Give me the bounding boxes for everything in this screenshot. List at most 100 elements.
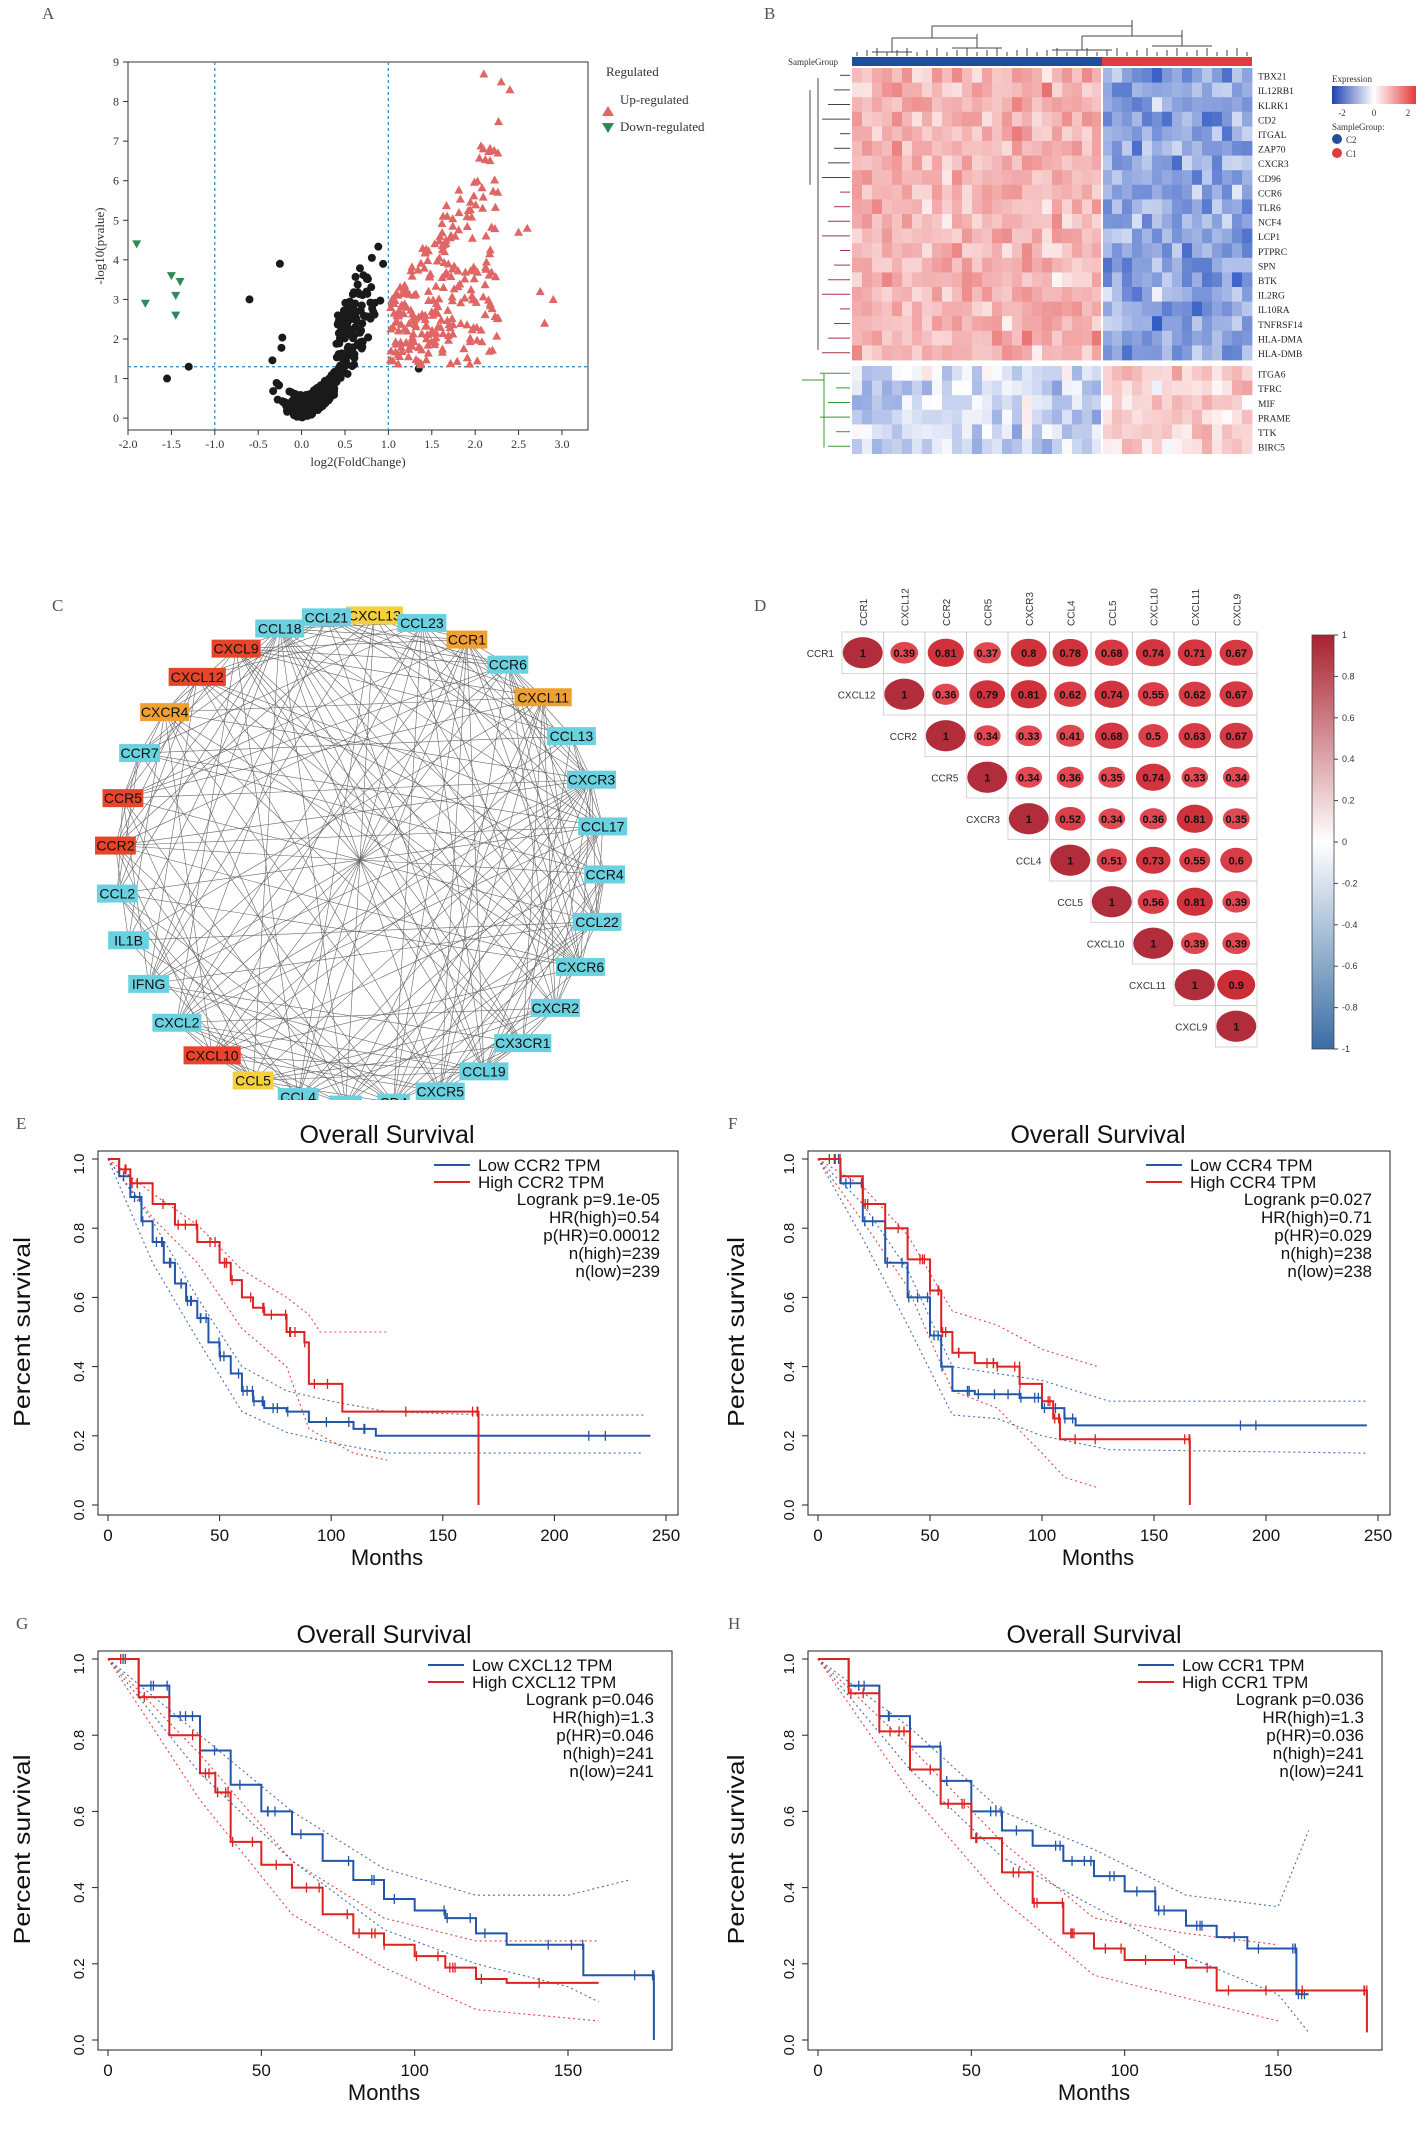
heatmap-cell (1122, 82, 1133, 98)
heatmap-cell (852, 126, 863, 142)
corr-ellipse (1010, 680, 1047, 709)
corr-ellipse (1135, 763, 1171, 791)
heatmap-cell (1102, 287, 1113, 302)
heatmap-cell (872, 141, 883, 156)
heatmap-cell (982, 345, 993, 361)
heatmap-cell (1142, 424, 1153, 440)
heatmap-cell (902, 380, 913, 396)
neutral-point (340, 306, 349, 315)
heatmap-cell (872, 366, 883, 381)
heatmap-cell (1202, 395, 1213, 411)
row-label: CD96 (1258, 175, 1281, 185)
stat-label: n(high)=239 (569, 1244, 660, 1263)
column-label: CXCL10 (1149, 588, 1160, 626)
heatmap-cell (962, 424, 973, 440)
heatmap-cell (852, 424, 863, 440)
heatmap-cell (912, 184, 923, 200)
heatmap-cell (1132, 380, 1143, 396)
heatmap-cell (932, 68, 943, 83)
heatmap-cell (1042, 301, 1053, 317)
neutral-point (334, 316, 343, 325)
heatmap-cell (1102, 424, 1113, 440)
heatmap-cell (1032, 126, 1043, 142)
network-edge (279, 628, 346, 1100)
heatmap-cell (912, 82, 923, 98)
heatmap-cell (952, 184, 963, 200)
heatmap-cell (942, 272, 953, 288)
heatmap-cell (962, 141, 973, 156)
heatmap-cell (892, 243, 903, 259)
heatmap-cell (1212, 68, 1223, 83)
up-regulated-point (493, 187, 503, 196)
expression-heatmap: SampleGroupTBX21IL12RB1KLRK1CD2ITGALZAP7… (788, 20, 1416, 454)
y-tick-label: 0.4 (71, 1882, 88, 1903)
heatmap-cell (1122, 155, 1133, 171)
network-edge (297, 639, 468, 1098)
up-regulated-point (478, 292, 488, 301)
heatmap-cell (1142, 184, 1153, 200)
up-regulated-point (469, 191, 479, 200)
network-edge (279, 628, 524, 1044)
heatmap-cell (1232, 243, 1243, 259)
heatmap-cell (922, 409, 933, 425)
y-tick-label: 1.0 (781, 1154, 798, 1175)
heatmap-cell (1182, 141, 1193, 156)
network-node: CX3CR1 (494, 1034, 552, 1053)
heatmap-cell (992, 257, 1003, 273)
heatmap-cell (1102, 170, 1113, 186)
heatmap-cell (1092, 380, 1103, 396)
heatmap-cell (872, 257, 883, 273)
up-regulated-point (399, 282, 409, 291)
network-node-box (584, 865, 625, 884)
confidence-band (107, 1158, 388, 1461)
heatmap-cell (952, 155, 963, 171)
heatmap-cell (932, 243, 943, 259)
neutral-point (358, 342, 367, 351)
heatmap-cell (1212, 214, 1223, 229)
heatmap-cell (1242, 272, 1253, 288)
heatmap-cell (982, 155, 993, 171)
heatmap-cell (1232, 409, 1243, 425)
network-node-label: CXCL11 (517, 689, 569, 705)
up-regulated-point (444, 335, 454, 344)
up-regulated-point (439, 257, 449, 267)
corr-ellipse (1137, 682, 1169, 707)
heatmap-cell (912, 424, 923, 440)
neutral-point (350, 360, 359, 369)
heatmap-cell (1012, 272, 1023, 288)
heatmap-cell (1202, 409, 1213, 425)
network-node-label: CXCR4 (141, 704, 189, 720)
heatmap-cell (962, 111, 973, 127)
heatmap-cell (902, 272, 913, 288)
up-regulated-point (485, 156, 495, 165)
heatmap-cell (1042, 68, 1053, 83)
heatmap-cell (1202, 111, 1213, 127)
x-tick-label: 150 (429, 1526, 457, 1545)
heatmap-cell (1202, 126, 1213, 142)
heatmap-cell (1022, 111, 1033, 127)
heatmap-cell (1162, 184, 1173, 200)
up-regulated-point (462, 212, 472, 221)
heatmap-cell (1112, 257, 1123, 273)
heatmap-cell (992, 380, 1003, 396)
neutral-point (358, 319, 367, 328)
stat-label: p(HR)=0.00012 (543, 1226, 660, 1245)
heatmap-cell (1232, 257, 1243, 273)
heatmap-cell (1042, 345, 1053, 361)
heatmap-cell (902, 395, 913, 411)
row-label: CXCR3 (1258, 160, 1289, 170)
group-bar-c1 (1102, 57, 1252, 66)
network-node-label: CCR1 (448, 632, 486, 648)
up-regulated-point (404, 344, 414, 353)
heatmap-cell (1072, 424, 1083, 440)
heatmap-cell (922, 395, 933, 411)
heatmap-cell (862, 424, 873, 440)
corr-value: 0.35 (1101, 772, 1122, 784)
heatmap-cell (1232, 228, 1243, 244)
heatmap-cell (852, 439, 863, 454)
corr-ellipse (1054, 681, 1087, 707)
neutral-point (336, 361, 345, 370)
heatmap-cell (1032, 184, 1043, 200)
up-regulated-point (481, 257, 491, 266)
heatmap-cell (932, 97, 943, 113)
